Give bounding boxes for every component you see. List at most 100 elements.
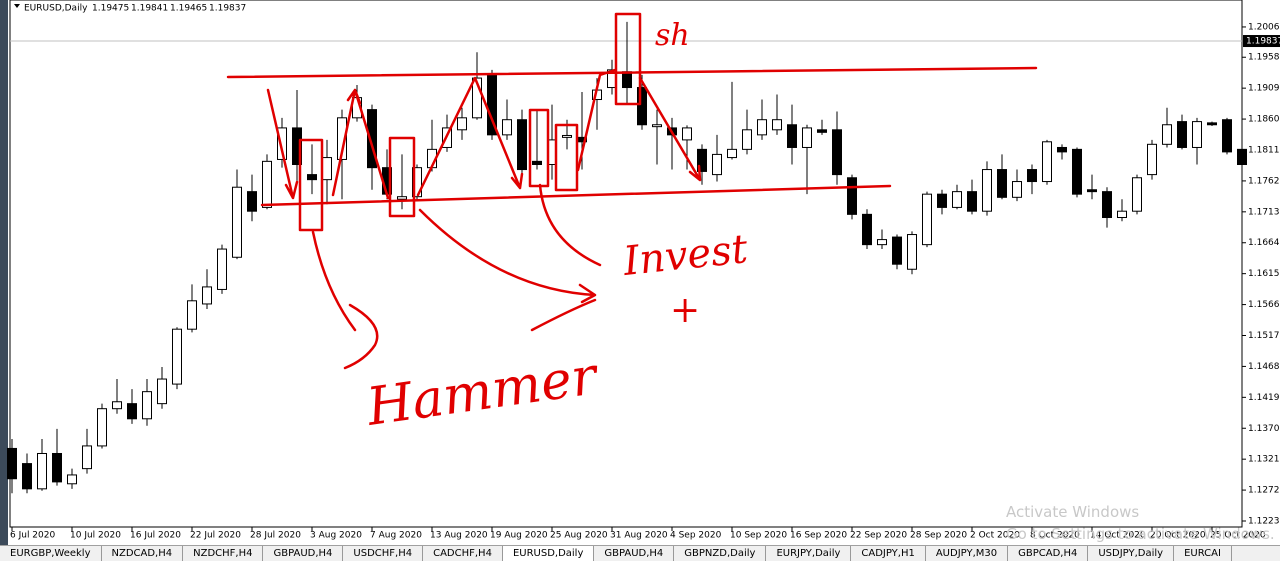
y-tick-label: 1.13210: [1248, 455, 1280, 465]
chart-tab[interactable]: EURUSD,Daily: [502, 546, 595, 561]
candle-body: [787, 124, 797, 148]
chart-tab[interactable]: GBPNZD,Daily: [674, 546, 767, 561]
plot-frame: [9, 0, 1243, 528]
support-line: [260, 184, 892, 207]
candle-body: [757, 119, 767, 136]
chart-tab[interactable]: USDJPY,Daily: [1088, 546, 1175, 561]
box: [388, 136, 416, 218]
candle-body: [1222, 119, 1232, 153]
candle-body: [637, 87, 647, 126]
x-tick-label: 4 Sep 2020: [670, 531, 722, 541]
candle-body: [1042, 141, 1052, 183]
menu-arrow: [14, 4, 20, 8]
candle-body: [1132, 177, 1142, 212]
candle-body: [217, 248, 227, 290]
candle-body: [772, 119, 782, 131]
candle-body: [412, 167, 422, 198]
header-price: 1.19465: [170, 4, 207, 14]
candle-body: [1237, 148, 1247, 166]
header-price: 1.19475: [92, 4, 129, 14]
candle-body: [157, 378, 167, 405]
x-tick-label: 2 Oct 2020: [970, 531, 1020, 541]
candle-body: [1207, 122, 1217, 126]
candle-body: [292, 127, 302, 166]
x-tick-label: 8 Oct 2020: [1030, 531, 1080, 541]
chart-tab[interactable]: USDCHF,H4: [343, 546, 424, 561]
candle-body: [82, 445, 92, 470]
chart-tab[interactable]: EURCAI: [1174, 546, 1232, 561]
candle-body: [847, 177, 857, 215]
annotation: Invest: [620, 226, 750, 285]
candle-body: [997, 169, 1007, 198]
y-tick-label: 1.17130: [1248, 207, 1280, 217]
candle-body: [262, 160, 272, 208]
x-tick-label: 28 Jul 2020: [250, 531, 301, 541]
chart-tab[interactable]: NZDCAD,H4: [102, 546, 184, 561]
candle-body: [1162, 124, 1172, 145]
x-tick-label: 10 Jul 2020: [70, 531, 121, 541]
y-tick-label: 1.19090: [1248, 84, 1280, 94]
chart-tab[interactable]: CADJPY,H1: [851, 546, 926, 561]
y-tick-label: 1.15170: [1248, 331, 1280, 341]
candle-body: [562, 134, 572, 138]
candle-body: [112, 401, 122, 410]
arrow: [266, 88, 299, 200]
candle-body: [1102, 191, 1112, 219]
arrow: [331, 88, 390, 200]
arrow: [311, 230, 379, 370]
candle-body: [982, 169, 992, 212]
annotation: +: [670, 290, 700, 331]
candle-body: [922, 193, 932, 246]
y-tick-label: 1.18600: [1248, 115, 1280, 125]
chart-tab[interactable]: EURGBP,Weekly: [0, 546, 102, 561]
hand-drawing: [226, 12, 1038, 370]
candle-body: [247, 191, 257, 212]
candle-body: [7, 447, 17, 480]
candle-body: [97, 408, 107, 447]
x-tick-label: 19 Aug 2020: [490, 531, 548, 541]
x-tick-label: 10 Sep 2020: [730, 531, 787, 541]
y-tick-label: 1.18110: [1248, 145, 1280, 155]
y-tick-label: 1.12230: [1248, 517, 1280, 527]
candle-body: [187, 300, 197, 330]
x-tick-label: 25 Aug 2020: [550, 531, 608, 541]
candle-body: [52, 452, 62, 483]
candle-body: [1192, 121, 1202, 148]
last-price-box: [1243, 35, 1280, 48]
candle-body: [532, 160, 542, 166]
chart-tab[interactable]: NZDCHF,H4: [183, 546, 264, 561]
candle-body: [307, 174, 317, 181]
candle-body: [952, 191, 962, 208]
candle-body: [1117, 210, 1127, 219]
candle-body: [22, 463, 32, 490]
candle-body: [397, 196, 407, 200]
arrow: [576, 68, 617, 172]
y-tick-label: 1.16640: [1248, 238, 1280, 248]
chart-tab[interactable]: EURJPY,Daily: [766, 546, 852, 561]
candle-body: [727, 148, 737, 159]
chart-tab[interactable]: GBPAUD,H4: [594, 546, 675, 561]
candle-body: [1072, 148, 1082, 195]
chart-tab[interactable]: GBPAUD,H4: [263, 546, 344, 561]
candle-body: [802, 127, 812, 148]
candle-body: [1012, 181, 1022, 198]
candle-body: [367, 109, 377, 169]
candle-body: [937, 193, 947, 208]
y-tick-label: 1.19580: [1248, 53, 1280, 63]
y-tick-label: 1.14190: [1248, 393, 1280, 403]
y-tick-label: 1.13700: [1248, 424, 1280, 434]
chart-tab[interactable]: GBPCAD,H4: [1008, 546, 1089, 561]
x-tick-label: 22 Jul 2020: [190, 531, 241, 541]
box: [614, 12, 642, 106]
candle-body: [622, 71, 632, 89]
y-tick-label: 1.20060: [1248, 22, 1280, 32]
candle-body: [742, 129, 752, 150]
tab-bar: EURGBP,Weekly NZDCAD,H4 NZDCHF,H4 GBPAUD,H4…: [0, 545, 1280, 561]
y-tick-label: 1.15660: [1248, 300, 1280, 310]
annotation: Hammer: [362, 346, 603, 438]
candle-body: [517, 119, 527, 171]
chart-tab[interactable]: CADCHF,H4: [423, 546, 503, 561]
chart-tab[interactable]: AUDJPY,M30: [926, 546, 1009, 561]
candle-body: [1177, 121, 1187, 148]
x-tick-label: 28 Sep 2020: [910, 531, 967, 541]
